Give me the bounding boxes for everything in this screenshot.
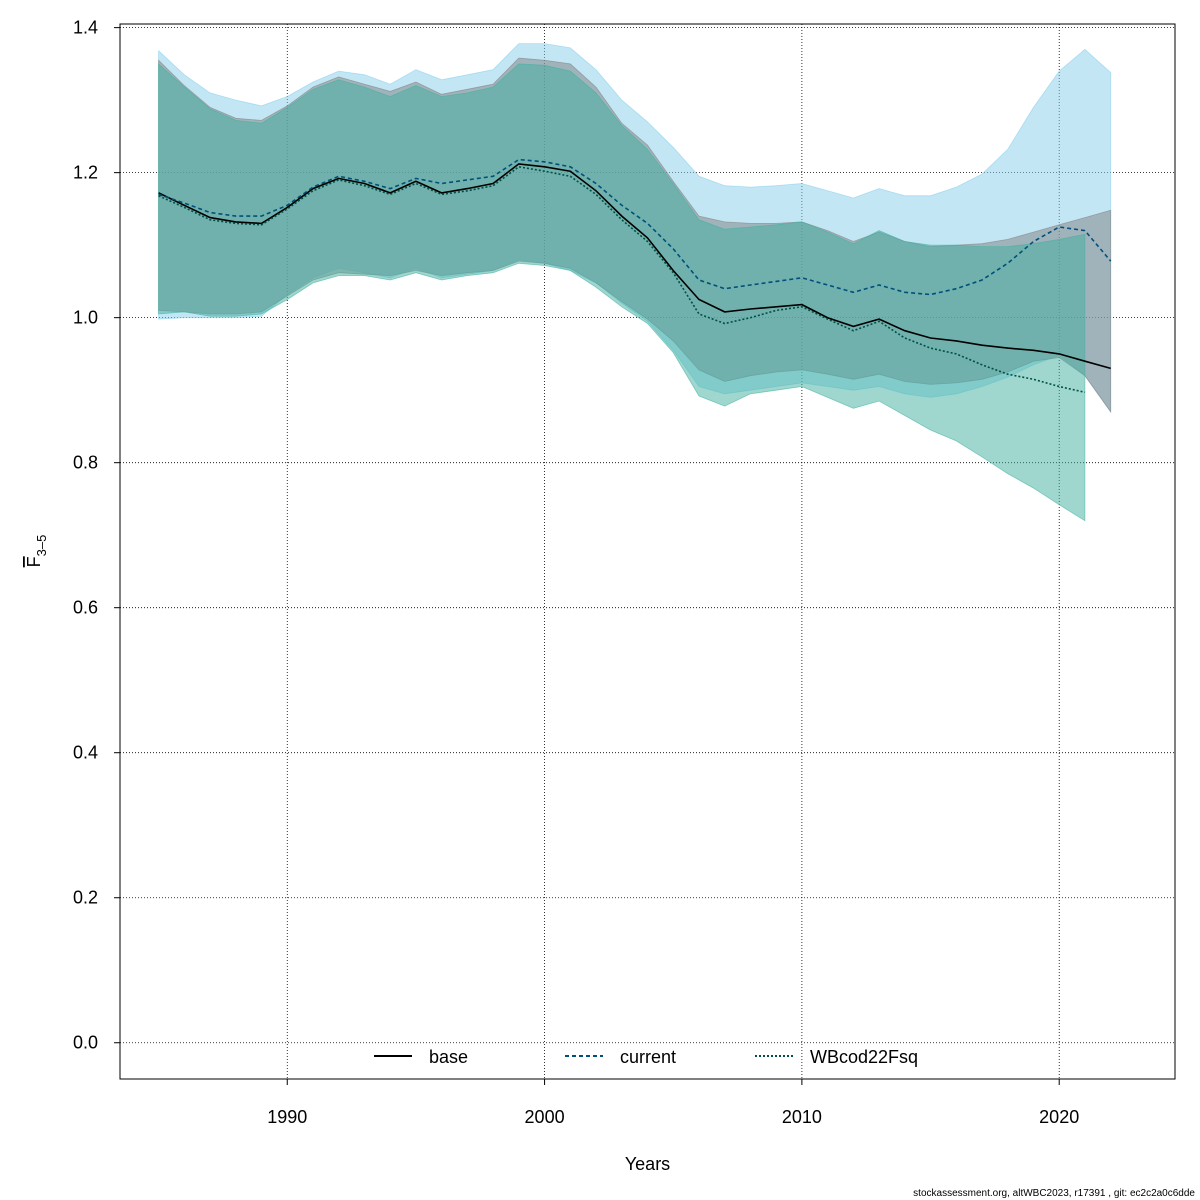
x-tick-label: 2020	[1039, 1107, 1079, 1127]
y-tick-label: 0.4	[73, 743, 98, 763]
x-tick-label: 1990	[267, 1107, 307, 1127]
legend-label-base: base	[429, 1047, 468, 1067]
y-axis-label: F3–5	[24, 535, 49, 568]
y-tick-label: 1.2	[73, 163, 98, 183]
x-tick-label: 2000	[525, 1107, 565, 1127]
y-tick-label: 0.2	[73, 888, 98, 908]
x-axis: 1990 2000 2010 2020	[267, 1079, 1079, 1127]
line-base	[158, 163, 1111, 370]
x-tick-label: 2010	[782, 1107, 822, 1127]
y-axis-label-main: F	[24, 556, 44, 567]
y-tick-label: 0.0	[73, 1033, 98, 1053]
y-tick-label: 0.6	[73, 598, 98, 618]
confidence-bands	[158, 43, 1112, 522]
footer-text: stockassessment.org, altWBC2023, r17391 …	[913, 1188, 1195, 1199]
series-lines	[158, 158, 1112, 394]
x-axis-label: Years	[625, 1154, 670, 1174]
line-current	[158, 158, 1112, 296]
y-axis: 0.0 0.2 0.4 0.6 0.8 1.0 1.2 1.4	[73, 18, 120, 1053]
band-WBcod22Fsq	[158, 63, 1086, 522]
legend: base current WBcod22Fsq	[374, 1047, 918, 1067]
legend-label-current: current	[620, 1047, 676, 1067]
y-tick-label: 0.8	[73, 453, 98, 473]
legend-label-WBcod22Fsq: WBcod22Fsq	[810, 1047, 918, 1067]
svg-text:F3–5: F3–5	[24, 535, 49, 568]
y-tick-label: 1.4	[73, 18, 98, 38]
y-tick-label: 1.0	[73, 308, 98, 328]
plot-frame	[119, 23, 1176, 1080]
y-axis-label-sub: 3–5	[34, 535, 49, 557]
